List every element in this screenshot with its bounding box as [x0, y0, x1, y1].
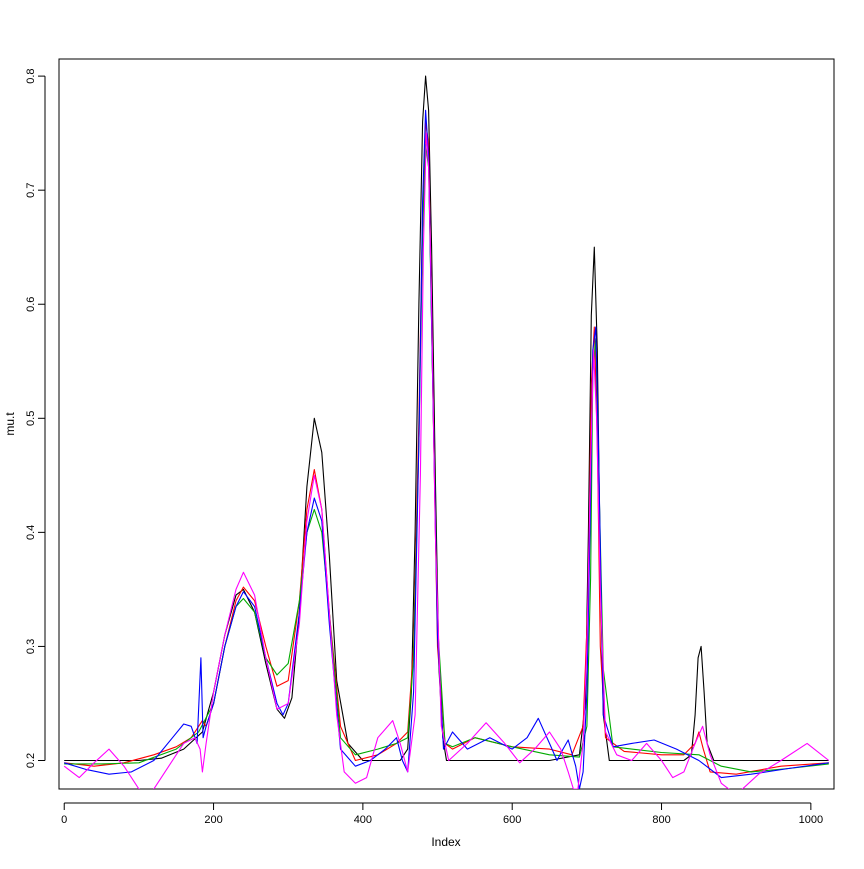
series-layer [63, 75, 830, 789]
x-tick-label: 200 [204, 814, 222, 826]
y-tick-label: 0.3 [25, 639, 37, 654]
series-line-4 [64, 109, 829, 789]
series-line-5 [63, 132, 830, 789]
x-tick-label: 600 [503, 814, 521, 826]
series-line-3 [64, 143, 829, 773]
series-line-1 [64, 75, 829, 762]
plot-box [58, 58, 835, 790]
y-tick-label: 0.5 [25, 411, 37, 426]
x-tick-label: 800 [652, 814, 670, 826]
y-tick-label: 0.2 [25, 753, 37, 768]
x-tick-label: 1000 [799, 814, 823, 826]
y-tick-label: 0.8 [25, 68, 37, 83]
series-line-2 [64, 121, 829, 775]
y-tick-label: 0.7 [25, 183, 37, 198]
x-axis-label: Index [431, 835, 460, 849]
x-axis: 0 200 400 600 800 1000 [61, 802, 823, 826]
x-tick-label: 0 [61, 814, 67, 826]
x-tick-label: 400 [354, 814, 372, 826]
y-tick-label: 0.6 [25, 297, 37, 312]
y-axis: 0.2 0.3 0.4 0.5 0.6 0.7 0.8 [25, 68, 46, 768]
y-axis-label: mu.t [3, 412, 17, 436]
y-tick-label: 0.4 [25, 525, 37, 540]
